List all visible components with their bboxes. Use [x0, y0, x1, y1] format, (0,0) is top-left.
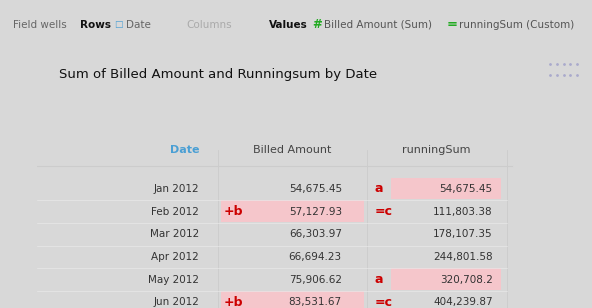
Text: =c: =c — [375, 205, 393, 218]
Text: #: # — [312, 18, 321, 31]
Text: 83,531.67: 83,531.67 — [289, 298, 342, 307]
Text: Jun 2012: Jun 2012 — [153, 298, 199, 307]
FancyBboxPatch shape — [391, 177, 501, 199]
Text: □: □ — [114, 20, 122, 29]
Text: Billed Amount: Billed Amount — [253, 145, 332, 156]
Text: +b: +b — [224, 296, 243, 308]
Text: 66,694.23: 66,694.23 — [289, 252, 342, 262]
Text: 57,127.93: 57,127.93 — [289, 207, 342, 217]
Text: Sum of Billed Amount and Runningsum by Date: Sum of Billed Amount and Runningsum by D… — [59, 68, 377, 81]
Text: Apr 2012: Apr 2012 — [152, 252, 199, 262]
Text: 54,675.45: 54,675.45 — [289, 184, 342, 194]
Text: Columns: Columns — [186, 20, 232, 30]
Text: runningSum (Custom): runningSum (Custom) — [459, 20, 574, 30]
Text: 54,675.45: 54,675.45 — [440, 184, 493, 194]
Text: runningSum: runningSum — [403, 145, 471, 156]
Text: Date: Date — [170, 145, 199, 156]
Text: =: = — [447, 18, 458, 31]
FancyBboxPatch shape — [221, 291, 364, 308]
FancyBboxPatch shape — [391, 268, 501, 290]
Text: Field wells: Field wells — [13, 20, 67, 30]
Text: Billed Amount (Sum): Billed Amount (Sum) — [324, 20, 432, 30]
Text: +b: +b — [224, 205, 243, 218]
Text: 404,239.87: 404,239.87 — [433, 298, 493, 307]
Text: 178,107.35: 178,107.35 — [433, 229, 493, 239]
FancyBboxPatch shape — [221, 200, 364, 222]
Text: Mar 2012: Mar 2012 — [150, 229, 199, 239]
Text: 244,801.58: 244,801.58 — [433, 252, 493, 262]
Text: 111,803.38: 111,803.38 — [433, 207, 493, 217]
Text: 66,303.97: 66,303.97 — [289, 229, 342, 239]
Text: Jan 2012: Jan 2012 — [153, 184, 199, 194]
Text: Values: Values — [269, 20, 308, 30]
Text: 75,906.62: 75,906.62 — [289, 275, 342, 285]
Text: May 2012: May 2012 — [148, 275, 199, 285]
Text: Date: Date — [126, 20, 150, 30]
Text: 320,708.2: 320,708.2 — [440, 275, 493, 285]
Text: a: a — [375, 182, 383, 195]
Text: =c: =c — [375, 296, 393, 308]
Text: Rows: Rows — [80, 20, 111, 30]
Text: Feb 2012: Feb 2012 — [152, 207, 199, 217]
Text: a: a — [375, 273, 383, 286]
